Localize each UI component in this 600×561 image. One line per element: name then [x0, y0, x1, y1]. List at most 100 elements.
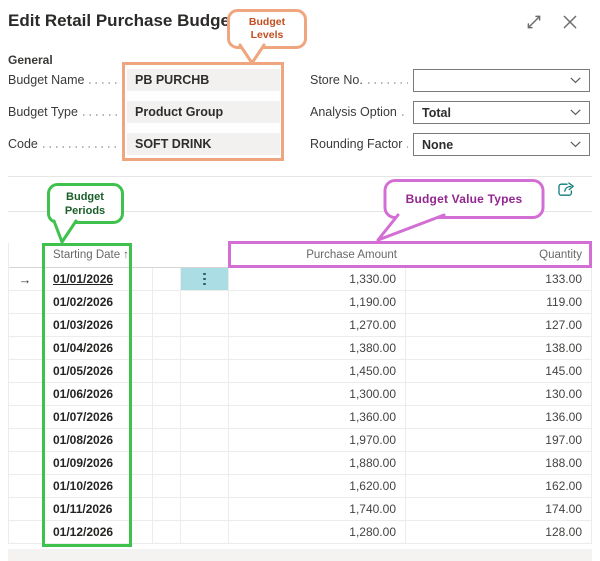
starting-date-cell[interactable]: 01/12/2026	[53, 525, 114, 539]
purchase-amount-cell[interactable]: 1,380.00	[229, 337, 406, 359]
starting-date-cell[interactable]: 01/10/2026	[53, 479, 114, 493]
budget-type-label: Budget Type	[8, 104, 121, 119]
column-header-quantity[interactable]: Quantity	[539, 249, 582, 261]
dotted-leader	[82, 114, 121, 116]
quantity-cell[interactable]: 128.00	[545, 525, 582, 539]
quantity-cell[interactable]: 119.00	[546, 295, 582, 309]
page-title: Edit Retail Purchase Budget	[8, 11, 236, 30]
purchase-amount-cell[interactable]: 1,450.00	[229, 360, 406, 382]
starting-date-cell[interactable]: 01/05/2026	[53, 364, 114, 378]
budget-name-value: PB PURCHB	[135, 73, 210, 87]
row-menu-cell[interactable]	[181, 383, 229, 405]
row-menu-cell[interactable]	[181, 475, 229, 497]
table-row[interactable]: → 01/04/2026 1,380.00 138.00	[9, 337, 591, 360]
row-menu-cell[interactable]	[181, 406, 229, 428]
purchase-amount-cell[interactable]: 1,360.00	[229, 406, 406, 428]
spacer-cell	[153, 268, 181, 290]
spacer-cell	[153, 475, 181, 497]
close-button[interactable]	[561, 13, 579, 31]
column-header-starting-date[interactable]: Starting Date ↑	[53, 249, 129, 261]
starting-date-cell[interactable]: 01/02/2026	[53, 295, 114, 309]
menu-column-header	[181, 243, 229, 267]
budget-levels-callout-text: Budget Levels	[248, 16, 286, 41]
spacer-cell	[153, 498, 181, 520]
quantity-cell[interactable]: 130.00	[545, 387, 582, 401]
share-button[interactable]	[556, 180, 577, 199]
budget-type-input[interactable]: Product Group	[127, 101, 280, 123]
purchase-amount-cell[interactable]: 1,190.00	[229, 291, 406, 313]
starting-date-cell[interactable]: 01/08/2026	[53, 433, 114, 447]
close-icon	[563, 15, 577, 29]
table-row[interactable]: → 01/09/2026 1,880.00 188.00	[9, 452, 591, 475]
dotted-leader	[407, 146, 408, 148]
row-menu-cell[interactable]	[181, 291, 229, 313]
row-menu-cell[interactable]	[181, 360, 229, 382]
starting-date-cell[interactable]: 01/04/2026	[53, 341, 114, 355]
quantity-cell[interactable]: 127.00	[545, 318, 582, 332]
table-row[interactable]: → 01/03/2026 1,270.00 127.00	[9, 314, 591, 337]
expand-button[interactable]	[525, 13, 543, 31]
row-selector-cell: →	[9, 291, 41, 313]
vertical-ellipsis-icon[interactable]	[203, 272, 206, 286]
row-menu-cell[interactable]	[181, 314, 229, 336]
quantity-cell[interactable]: 188.00	[545, 456, 582, 470]
table-row[interactable]: → 01/05/2026 1,450.00 145.00	[9, 360, 591, 383]
quantity-cell[interactable]: 174.00	[545, 502, 582, 516]
quantity-cell[interactable]: 136.00	[545, 410, 582, 424]
table-row[interactable]: → 01/02/2026 1,190.00 119.00	[9, 291, 591, 314]
table-row[interactable]: → 01/12/2026 1,280.00 128.00	[9, 521, 591, 544]
code-input[interactable]: SOFT DRINK	[127, 133, 280, 155]
table-row[interactable]: → 01/11/2026 1,740.00 174.00	[9, 498, 591, 521]
budget-levels-callout	[227, 9, 307, 65]
purchase-amount-cell[interactable]: 1,970.00	[229, 429, 406, 451]
row-selector-cell: →	[9, 452, 41, 474]
purchase-amount-cell[interactable]: 1,270.00	[229, 314, 406, 336]
table-row[interactable]: → 01/10/2026 1,620.00 162.00	[9, 475, 591, 498]
starting-date-cell[interactable]: 01/06/2026	[53, 387, 114, 401]
row-selector-cell: →	[9, 475, 41, 497]
row-selector-cell: →	[9, 498, 41, 520]
row-menu-cell[interactable]	[181, 337, 229, 359]
purchase-amount-cell[interactable]: 1,330.00	[229, 268, 406, 290]
starting-date-cell[interactable]: 01/11/2026	[53, 502, 113, 516]
row-menu-cell[interactable]	[181, 429, 229, 451]
quantity-cell[interactable]: 145.00	[545, 364, 582, 378]
purchase-amount-cell[interactable]: 1,880.00	[229, 452, 406, 474]
table-header-row: Starting Date ↑ Purchase Amount Quantity	[9, 243, 591, 268]
table-row[interactable]: → 01/06/2026 1,300.00 130.00	[9, 383, 591, 406]
purchase-amount-cell[interactable]: 1,280.00	[229, 521, 406, 543]
purchase-amount-cell[interactable]: 1,620.00	[229, 475, 406, 497]
table-row[interactable]: → 01/07/2026 1,360.00 136.00	[9, 406, 591, 429]
chevron-down-icon	[570, 77, 581, 84]
bottom-scroll-bar[interactable]	[8, 549, 592, 561]
dotted-leader	[367, 82, 408, 84]
purchase-amount-cell[interactable]: 1,740.00	[229, 498, 406, 520]
quantity-cell[interactable]: 133.00	[545, 272, 582, 286]
starting-date-cell[interactable]: 01/01/2026	[53, 272, 114, 286]
spacer-cell	[153, 383, 181, 405]
budget-value-types-callout-text: Budget Value Types	[405, 192, 523, 206]
budget-periods-callout-text: Budget Periods	[64, 191, 106, 217]
row-menu-cell[interactable]	[181, 452, 229, 474]
row-menu-cell[interactable]	[181, 521, 229, 543]
column-header-purchase-amount[interactable]: Purchase Amount	[306, 249, 397, 261]
analysis-option-select[interactable]: Total	[413, 101, 590, 124]
quantity-cell[interactable]: 162.00	[545, 479, 582, 493]
rounding-factor-select[interactable]: None	[413, 133, 590, 156]
table-row[interactable]: → 01/01/2026 1,330.00 133.00	[9, 268, 591, 291]
quantity-cell[interactable]: 138.00	[545, 341, 582, 355]
purchase-amount-cell[interactable]: 1,300.00	[229, 383, 406, 405]
starting-date-cell[interactable]: 01/03/2026	[53, 318, 114, 332]
quantity-cell[interactable]: 197.00	[545, 433, 582, 447]
budget-name-input[interactable]: PB PURCHB	[127, 69, 280, 91]
table-row[interactable]: → 01/08/2026 1,970.00 197.00	[9, 429, 591, 452]
row-menu-cell[interactable]	[181, 498, 229, 520]
row-menu-cell[interactable]	[181, 268, 229, 290]
starting-date-cell[interactable]: 01/09/2026	[53, 456, 114, 470]
store-no-select[interactable]	[413, 69, 590, 92]
starting-date-cell[interactable]: 01/07/2026	[53, 410, 114, 424]
chevron-down-icon	[570, 109, 581, 116]
budget-matrix-table: Starting Date ↑ Purchase Amount Quantity…	[8, 243, 592, 544]
general-section-heading[interactable]: General	[8, 53, 53, 67]
table-body: → 01/01/2026 1,330.00 133.00 → 01/02/202…	[9, 268, 591, 544]
